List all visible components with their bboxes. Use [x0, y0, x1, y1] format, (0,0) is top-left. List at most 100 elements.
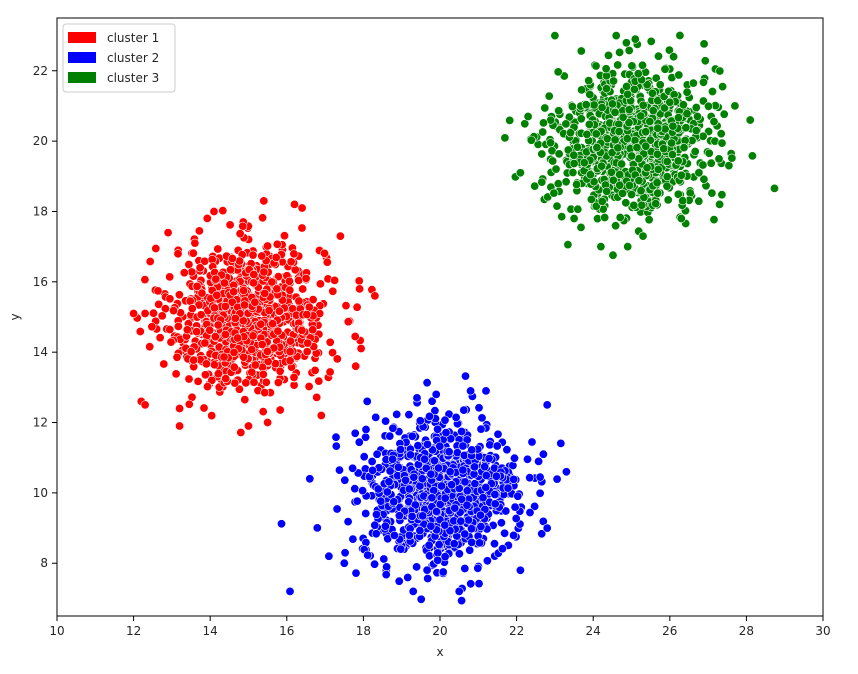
data-point [576, 222, 586, 232]
data-point [393, 462, 403, 472]
data-point [420, 454, 430, 464]
series-2 [276, 371, 571, 606]
data-point [538, 516, 548, 526]
data-point [371, 509, 381, 519]
data-point [403, 572, 413, 582]
data-point [308, 325, 318, 335]
y-tick-label: 8 [40, 556, 48, 570]
data-point [381, 570, 391, 580]
data-point [607, 148, 617, 158]
data-point [648, 106, 658, 116]
data-point [651, 73, 661, 83]
data-point [240, 395, 250, 405]
data-point [273, 377, 283, 387]
data-point [641, 141, 651, 151]
data-point [273, 326, 283, 336]
data-point [624, 105, 634, 115]
data-point [467, 537, 477, 547]
data-point [249, 278, 259, 288]
data-point [727, 153, 737, 163]
data-point [476, 522, 486, 532]
data-point [426, 469, 436, 479]
data-point [230, 313, 240, 323]
data-point [465, 545, 475, 555]
data-point [522, 454, 532, 464]
data-point [415, 416, 425, 426]
data-point [340, 548, 350, 558]
data-point [298, 284, 308, 294]
y-tick-label: 20 [33, 134, 48, 148]
data-point [147, 322, 157, 332]
data-point [663, 195, 673, 205]
data-point [289, 199, 299, 209]
data-point [530, 181, 540, 191]
data-point [660, 64, 670, 74]
data-point [304, 381, 314, 391]
data-point [361, 508, 371, 518]
data-point [667, 150, 677, 160]
data-point [719, 109, 729, 119]
y-tick-label: 18 [33, 204, 48, 218]
x-tick-label: 18 [356, 624, 371, 638]
data-point [537, 149, 547, 159]
data-point [140, 275, 150, 285]
data-point [163, 228, 173, 238]
data-point [422, 565, 432, 575]
data-point [416, 594, 426, 604]
data-point [747, 151, 757, 161]
data-point [394, 511, 404, 521]
x-tick-label: 16 [279, 624, 294, 638]
data-point [456, 516, 466, 526]
data-point [225, 220, 235, 230]
data-point [332, 354, 342, 364]
data-point [613, 60, 623, 70]
data-point [463, 515, 473, 525]
data-point [460, 477, 470, 487]
data-point [724, 161, 734, 171]
data-point [444, 447, 454, 457]
data-point [171, 369, 181, 379]
data-point [515, 565, 525, 575]
data-point [440, 493, 450, 503]
data-point [673, 156, 683, 166]
data-point [457, 596, 467, 606]
legend-entry-cluster-2: cluster 2 [68, 51, 159, 65]
y-tick-label: 22 [33, 64, 48, 78]
data-point [202, 213, 212, 223]
data-point [481, 470, 491, 480]
data-point [492, 441, 502, 451]
data-point [466, 579, 476, 589]
data-point [627, 61, 637, 71]
data-point [478, 493, 488, 503]
data-point [473, 563, 483, 573]
data-point [538, 449, 548, 459]
data-point [339, 558, 349, 568]
data-point [624, 118, 634, 128]
data-point [458, 465, 468, 475]
data-point [457, 426, 467, 436]
data-point [431, 389, 441, 399]
data-point [297, 325, 307, 335]
data-point [421, 463, 431, 473]
data-point [153, 286, 163, 296]
data-point [165, 324, 175, 334]
data-point [155, 333, 165, 343]
data-point [174, 290, 184, 300]
data-point [502, 445, 512, 455]
data-point [140, 308, 150, 318]
data-point [653, 123, 663, 133]
data-point [692, 112, 702, 122]
data-point [682, 109, 692, 119]
legend: cluster 1 cluster 2 cluster 3 [62, 23, 176, 93]
data-point [500, 528, 510, 538]
data-point [340, 475, 350, 485]
data-point [509, 453, 519, 463]
data-point [601, 84, 611, 94]
data-point [608, 250, 618, 260]
data-point [404, 410, 414, 420]
data-point [569, 214, 579, 224]
data-point [348, 463, 358, 473]
data-point [618, 112, 628, 122]
data-point [678, 196, 688, 206]
